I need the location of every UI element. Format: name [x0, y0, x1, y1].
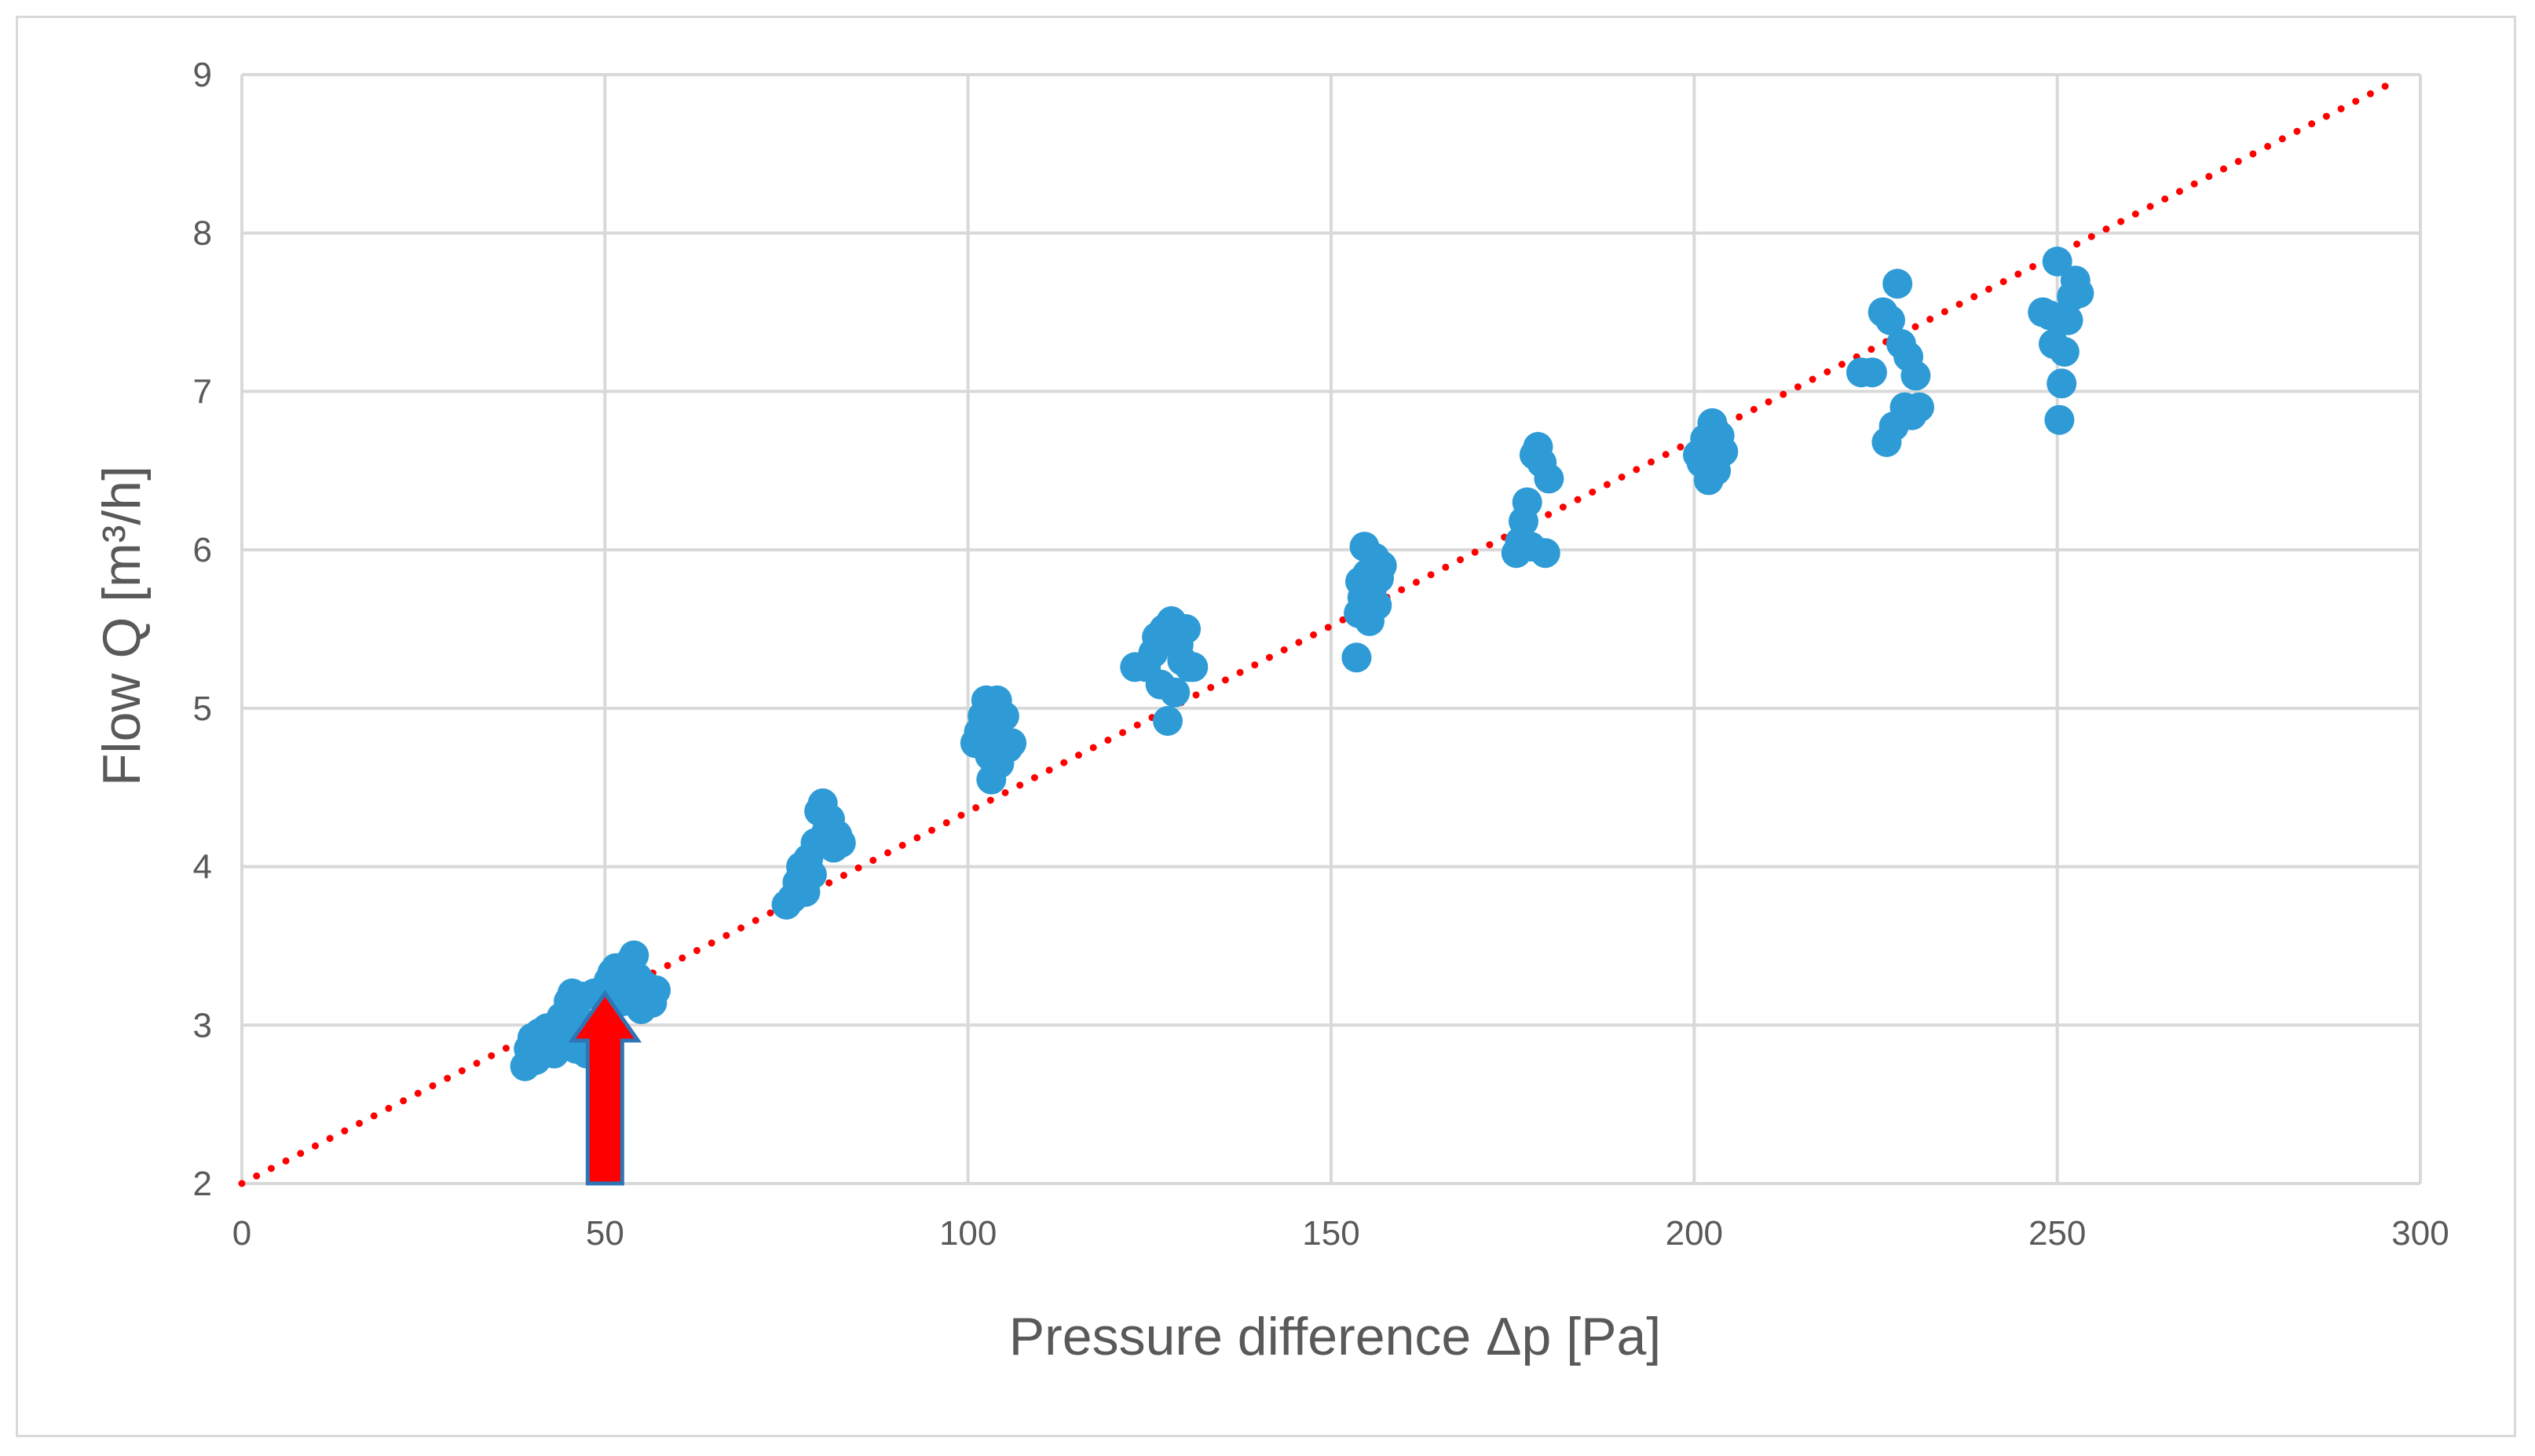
data-point: [1530, 538, 1560, 569]
data-point: [2053, 305, 2083, 335]
data-point: [1875, 305, 1905, 335]
x-axis-ticks: 0 50 100 150 200 250 300: [232, 1214, 2449, 1253]
data-point: [1904, 392, 1934, 423]
data-point: [1708, 437, 1739, 467]
data-point: [989, 701, 1019, 731]
data-point: [1856, 357, 1887, 388]
y-tick-label: 3: [193, 1006, 212, 1044]
data-point: [825, 828, 856, 858]
y-axis-ticks: 2 3 4 5 6 7 8 9: [193, 56, 212, 1203]
x-tick-label: 200: [1666, 1214, 1723, 1253]
data-point: [1882, 269, 1913, 299]
x-tick-label: 100: [939, 1214, 997, 1253]
y-tick-label: 4: [193, 848, 212, 887]
data-point: [1153, 706, 1183, 736]
data-point: [997, 728, 1027, 759]
data-point: [1341, 642, 1372, 673]
y-tick-label: 6: [193, 531, 212, 569]
y-tick-label: 8: [193, 214, 212, 253]
x-tick-label: 250: [2028, 1214, 2086, 1253]
data-point: [2047, 368, 2077, 399]
x-tick-label: 300: [2391, 1214, 2449, 1253]
data-point: [1178, 652, 1209, 682]
arrow-annotation: [568, 990, 642, 1186]
y-tick-label: 2: [193, 1165, 212, 1203]
data-point: [1900, 360, 1931, 391]
data-point: [1362, 590, 1392, 620]
data-point: [2049, 337, 2080, 367]
data-point: [2044, 404, 2075, 435]
data-point: [619, 940, 649, 971]
data-point: [1366, 551, 1397, 581]
x-tick-label: 0: [232, 1214, 251, 1253]
y-tick-label: 7: [193, 372, 212, 411]
y-axis-title: Flow Q [m³/h]: [92, 466, 152, 786]
x-tick-label: 150: [1302, 1214, 1359, 1253]
data-point: [641, 975, 671, 1005]
y-tick-label: 9: [193, 56, 212, 94]
x-tick-label: 50: [586, 1214, 624, 1253]
y-tick-label: 5: [193, 690, 212, 728]
data-point: [2042, 247, 2072, 276]
chart-area: [16, 16, 2516, 1437]
data-point: [1160, 677, 1191, 708]
data-point: [796, 859, 827, 890]
x-axis-title: Pressure difference Δp [Pa]: [1009, 1307, 1661, 1366]
data-points: [510, 247, 2094, 1081]
data-point: [1534, 463, 1564, 494]
data-point: [2064, 278, 2094, 309]
data-point: [1171, 614, 1202, 644]
data-point: [1512, 487, 1542, 518]
